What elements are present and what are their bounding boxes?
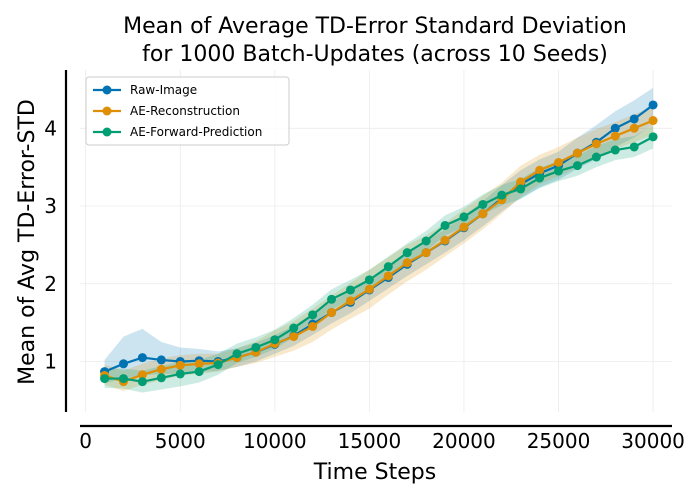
x-axis-label: Time Steps <box>313 460 436 485</box>
data-point <box>289 332 299 342</box>
data-point <box>516 177 526 187</box>
data-point <box>137 353 147 363</box>
data-point <box>308 310 318 320</box>
data-point <box>270 335 280 345</box>
confidence-band-0 <box>104 87 654 384</box>
data-point <box>459 222 469 232</box>
confidence-bands <box>104 87 654 393</box>
x-tick-label: 5000 <box>155 429 206 453</box>
legend-item: AE-Forward-Prediction <box>93 125 262 139</box>
data-point <box>119 374 129 384</box>
x-tick-label: 25000 <box>527 429 591 453</box>
data-point <box>497 190 507 200</box>
confidence-band-1 <box>104 106 654 392</box>
x-tick-label: 15000 <box>338 429 402 453</box>
legend-point-marker <box>102 127 112 137</box>
series-2 <box>100 132 658 387</box>
data-point <box>421 236 431 246</box>
chart-title-line-1: Mean of Average TD-Error Standard Deviat… <box>123 14 627 39</box>
legend: Raw-Image AE-Reconstruction AE-Forward-Pre… <box>85 76 290 146</box>
data-point <box>364 284 374 294</box>
data-point <box>383 271 393 281</box>
data-point <box>137 370 147 380</box>
data-point <box>478 199 488 209</box>
data-point <box>535 173 545 183</box>
legend-point-marker <box>102 85 112 95</box>
x-tick-label: 20000 <box>432 429 496 453</box>
data-point <box>100 374 110 384</box>
chart-title-line-2: for 1000 Batch-Updates (across 10 Seeds) <box>142 42 608 67</box>
legend-item: Raw-Image <box>93 83 197 97</box>
data-point <box>119 359 129 369</box>
data-point <box>629 114 639 124</box>
data-point <box>629 123 639 133</box>
data-point <box>194 367 204 377</box>
data-point <box>232 349 242 359</box>
data-point <box>610 145 620 155</box>
data-point <box>156 355 166 365</box>
data-point <box>402 248 412 258</box>
data-point <box>554 157 564 167</box>
data-point <box>440 220 450 230</box>
data-point <box>156 373 166 383</box>
data-point <box>327 308 337 318</box>
data-point <box>516 184 526 194</box>
data-point <box>137 377 147 387</box>
x-tick-label: 10000 <box>243 429 307 453</box>
y-tick-label: 4 <box>44 116 57 140</box>
data-point <box>402 258 412 268</box>
legend-item: AE-Reconstruction <box>93 104 240 118</box>
data-point <box>345 285 355 295</box>
data-point <box>572 161 582 171</box>
data-point <box>156 364 166 374</box>
data-point <box>572 148 582 158</box>
data-point <box>591 139 601 149</box>
data-point <box>610 131 620 141</box>
data-point <box>554 166 564 176</box>
data-point <box>289 323 299 333</box>
legend-box <box>85 76 290 146</box>
data-point <box>591 152 601 162</box>
y-tick-label: 2 <box>44 272 57 296</box>
data-point <box>175 369 185 379</box>
axes <box>64 70 672 428</box>
data-point <box>251 342 261 352</box>
data-point <box>194 359 204 369</box>
data-point <box>213 360 223 370</box>
series-lines <box>100 100 658 387</box>
data-point <box>629 142 639 152</box>
data-point <box>421 248 431 258</box>
data-point <box>648 132 658 142</box>
x-tick-label: 30000 <box>621 429 685 453</box>
data-point <box>648 100 658 110</box>
data-point <box>327 294 337 304</box>
x-tick-label: 0 <box>79 429 92 453</box>
data-point <box>383 262 393 272</box>
data-point <box>175 360 185 370</box>
legend-label: Raw-Image <box>130 83 197 97</box>
y-tick-label: 1 <box>44 349 57 373</box>
tick-labels: 0 5000 10000 15000 20000 25000 30000 1 2 3 4 <box>44 116 685 453</box>
data-point <box>648 116 658 126</box>
data-point <box>364 275 374 285</box>
legend-point-marker <box>102 106 112 116</box>
data-point <box>308 322 318 331</box>
data-point <box>535 165 545 175</box>
data-point <box>610 123 620 133</box>
data-point <box>459 212 469 222</box>
data-point <box>478 209 488 219</box>
legend-label: AE-Forward-Prediction <box>130 125 262 139</box>
confidence-band-2 <box>104 125 654 393</box>
y-axis-label: Mean of Avg TD-Error-STD <box>15 99 40 385</box>
y-tick-label: 3 <box>44 194 57 218</box>
data-point <box>440 235 450 245</box>
data-point <box>345 296 355 306</box>
legend-label: AE-Reconstruction <box>130 104 240 118</box>
